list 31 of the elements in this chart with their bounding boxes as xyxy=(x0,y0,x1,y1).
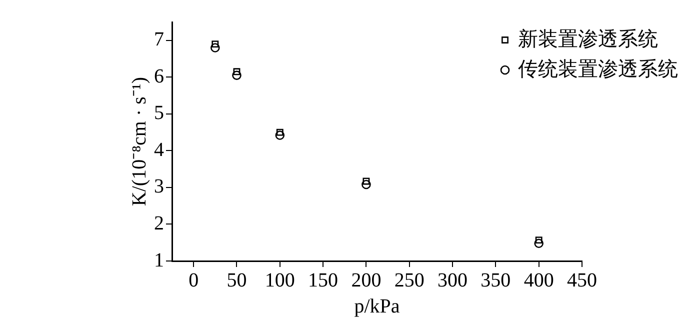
x-tick-label: 300 xyxy=(438,269,468,292)
x-tick-label: 0 xyxy=(188,269,199,292)
y-tick-label: 7 xyxy=(154,28,164,51)
y-tick-label: 1 xyxy=(154,249,164,272)
y-tick-label: 4 xyxy=(154,138,164,161)
y-tick-label: 5 xyxy=(154,102,164,124)
x-tick-label: 200 xyxy=(351,269,382,292)
y-tick-label: 3 xyxy=(154,176,164,198)
point xyxy=(232,70,242,80)
x-axis-title: p/kPa xyxy=(354,295,400,318)
y-tick-label: 2 xyxy=(154,212,164,234)
y-axis-title: K/(10⁻⁸cm · s⁻¹) xyxy=(128,76,150,206)
x-tick-label: 150 xyxy=(308,269,338,292)
x-tick-label: 450 xyxy=(567,269,597,292)
x-tick-label: 350 xyxy=(480,269,511,292)
x-tick-label: 50 xyxy=(226,269,247,292)
point xyxy=(276,128,284,136)
x-tick-label: 250 xyxy=(394,269,424,292)
point xyxy=(212,40,219,48)
legend-label: 新装置渗透系统 xyxy=(518,28,658,50)
legend-label: 传统装置渗透系统 xyxy=(518,58,678,80)
point xyxy=(534,238,544,248)
point xyxy=(362,180,371,190)
point xyxy=(275,130,285,140)
x-tick-label: 100 xyxy=(264,269,295,292)
point xyxy=(362,178,370,185)
y-tick-label: 6 xyxy=(154,65,164,88)
x-tick-label: 400 xyxy=(524,269,554,292)
point xyxy=(210,43,220,52)
point xyxy=(233,68,240,76)
point xyxy=(535,236,542,244)
